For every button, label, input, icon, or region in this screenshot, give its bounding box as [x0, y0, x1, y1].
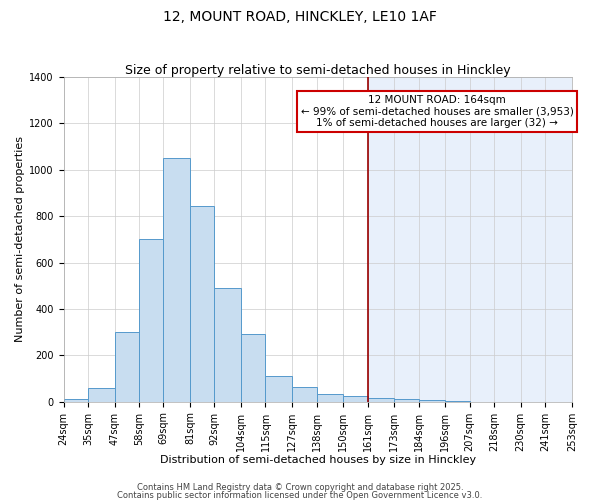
Text: Contains HM Land Registry data © Crown copyright and database right 2025.: Contains HM Land Registry data © Crown c… — [137, 484, 463, 492]
Bar — [343, 396, 368, 402]
Bar — [419, 400, 445, 402]
Bar — [163, 158, 190, 402]
Bar — [394, 400, 419, 402]
Bar — [115, 332, 139, 402]
Bar — [139, 240, 163, 402]
Bar — [88, 388, 115, 402]
Text: 12 MOUNT ROAD: 164sqm
← 99% of semi-detached houses are smaller (3,953)
1% of se: 12 MOUNT ROAD: 164sqm ← 99% of semi-deta… — [301, 95, 574, 128]
Bar — [64, 400, 88, 402]
Bar — [368, 77, 572, 402]
Bar — [292, 386, 317, 402]
Bar — [214, 288, 241, 402]
Text: Contains public sector information licensed under the Open Government Licence v3: Contains public sector information licen… — [118, 490, 482, 500]
Bar — [368, 398, 394, 402]
X-axis label: Distribution of semi-detached houses by size in Hinckley: Distribution of semi-detached houses by … — [160, 455, 476, 465]
Bar — [241, 334, 265, 402]
Bar — [190, 206, 214, 402]
Y-axis label: Number of semi-detached properties: Number of semi-detached properties — [15, 136, 25, 342]
Title: Size of property relative to semi-detached houses in Hinckley: Size of property relative to semi-detach… — [125, 64, 511, 77]
Bar — [265, 376, 292, 402]
Bar — [445, 401, 470, 402]
Text: 12, MOUNT ROAD, HINCKLEY, LE10 1AF: 12, MOUNT ROAD, HINCKLEY, LE10 1AF — [163, 10, 437, 24]
Bar — [317, 394, 343, 402]
Bar — [64, 77, 368, 402]
